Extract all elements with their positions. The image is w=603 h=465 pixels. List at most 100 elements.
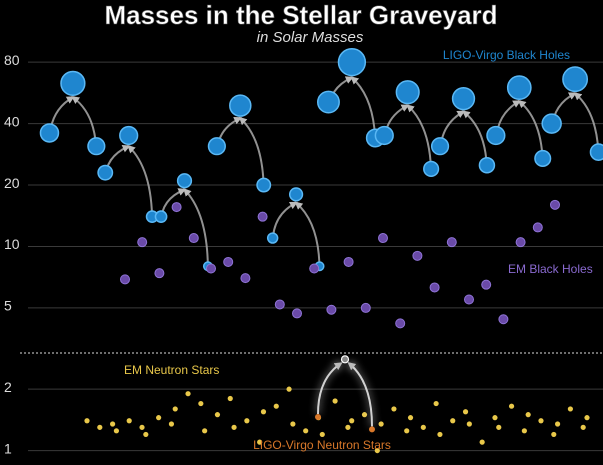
em-neutron-star xyxy=(554,421,561,427)
em-neutron-star xyxy=(202,428,208,434)
em-black-hole xyxy=(120,274,130,285)
em-neutron-star xyxy=(227,395,233,402)
black-hole xyxy=(60,70,86,96)
em-neutron-star xyxy=(433,400,439,407)
black-hole xyxy=(176,173,193,189)
merger-arrow xyxy=(317,362,343,415)
black-hole xyxy=(451,86,476,111)
y-tick-label: 20 xyxy=(4,175,20,191)
em-neutron-star xyxy=(345,424,351,430)
y-tick-label: 2 xyxy=(4,379,12,395)
black-hole xyxy=(119,125,139,146)
em-black-hole xyxy=(395,318,406,329)
merger-arrow xyxy=(183,188,209,271)
em-black-hole xyxy=(240,273,251,284)
black-hole xyxy=(589,143,603,161)
black-hole xyxy=(541,113,562,134)
em-neutron-star xyxy=(584,415,590,421)
black-hole xyxy=(87,137,106,156)
em-black-hole xyxy=(188,233,199,244)
em-neutron-star xyxy=(496,424,502,430)
marks xyxy=(39,48,603,454)
legend-label: EM Black Holes xyxy=(508,262,593,276)
black-hole xyxy=(506,75,532,101)
black-hole xyxy=(478,157,496,174)
em-black-hole xyxy=(154,268,165,279)
em-neutron-star xyxy=(551,431,557,438)
merger-arrow xyxy=(347,362,373,427)
black-hole xyxy=(337,48,367,77)
em-neutron-star xyxy=(168,421,175,427)
em-neutron-star xyxy=(273,403,279,409)
neutron-star xyxy=(369,426,375,433)
black-hole xyxy=(430,137,450,156)
em-black-hole xyxy=(206,263,216,274)
black-hole xyxy=(266,232,279,244)
em-neutron-star xyxy=(479,439,485,445)
em-neutron-star xyxy=(244,418,250,424)
black-hole xyxy=(562,66,589,93)
black-hole xyxy=(256,177,272,193)
merger-arrow xyxy=(294,201,321,271)
em-neutron-star xyxy=(198,400,204,407)
em-neutron-star xyxy=(492,415,498,421)
em-black-hole xyxy=(223,256,234,267)
black-hole xyxy=(39,123,60,143)
em-neutron-star xyxy=(113,428,120,434)
grid: 1 2 5 10 20 40 80 xyxy=(4,52,603,456)
neutron-star xyxy=(315,414,321,421)
y-tick-label: 5 xyxy=(4,298,12,314)
em-neutron-star xyxy=(466,421,472,427)
em-neutron-star xyxy=(407,415,414,421)
em-black-hole xyxy=(378,233,388,244)
em-neutron-star xyxy=(290,421,296,427)
black-hole xyxy=(423,160,440,177)
legend-label: LIGO-Virgo Black Holes xyxy=(443,48,570,62)
em-black-hole xyxy=(292,308,302,319)
em-black-hole xyxy=(309,263,320,274)
em-neutron-star xyxy=(420,424,426,430)
em-black-hole xyxy=(326,304,337,315)
y-tick-label: 40 xyxy=(4,113,20,129)
legend-label: EM Neutron Stars xyxy=(124,363,219,377)
em-black-hole xyxy=(464,294,474,305)
em-neutron-star xyxy=(567,406,573,412)
em-black-hole xyxy=(171,202,182,213)
y-tick-label: 1 xyxy=(4,440,12,456)
em-neutron-star xyxy=(319,431,325,438)
em-black-hole xyxy=(343,256,354,267)
em-neutron-star xyxy=(185,391,191,397)
em-neutron-star xyxy=(143,431,149,438)
em-black-hole xyxy=(550,199,560,210)
em-black-hole xyxy=(429,282,440,293)
em-neutron-star xyxy=(450,418,456,424)
em-black-hole xyxy=(274,299,285,310)
black-hole xyxy=(288,187,304,202)
em-neutron-star xyxy=(391,406,397,412)
em-neutron-star xyxy=(260,409,267,415)
em-neutron-star xyxy=(437,431,443,438)
em-black-hole xyxy=(137,237,148,248)
merger-arrow xyxy=(127,144,154,223)
black-hole xyxy=(229,94,252,117)
em-neutron-star xyxy=(286,386,292,392)
em-neutron-star xyxy=(349,418,355,424)
em-neutron-star xyxy=(214,412,221,418)
chart-title: Masses in the Stellar Graveyard xyxy=(104,0,497,30)
neutron-star-merger xyxy=(317,362,373,427)
black-hole xyxy=(486,125,506,146)
em-neutron-star xyxy=(374,447,380,454)
em-neutron-star xyxy=(156,415,162,421)
em-neutron-star xyxy=(172,406,178,412)
em-neutron-star xyxy=(508,403,515,409)
black-hole xyxy=(317,90,340,114)
em-neutron-star xyxy=(462,409,469,415)
em-black-hole xyxy=(257,211,268,222)
em-neutron-star xyxy=(538,418,544,424)
em-neutron-star xyxy=(378,421,384,427)
em-neutron-star xyxy=(303,428,309,434)
legend-label: LIGO-Virgo Neutron Stars xyxy=(253,438,391,452)
em-black-hole xyxy=(515,237,526,248)
em-neutron-star xyxy=(84,418,90,424)
